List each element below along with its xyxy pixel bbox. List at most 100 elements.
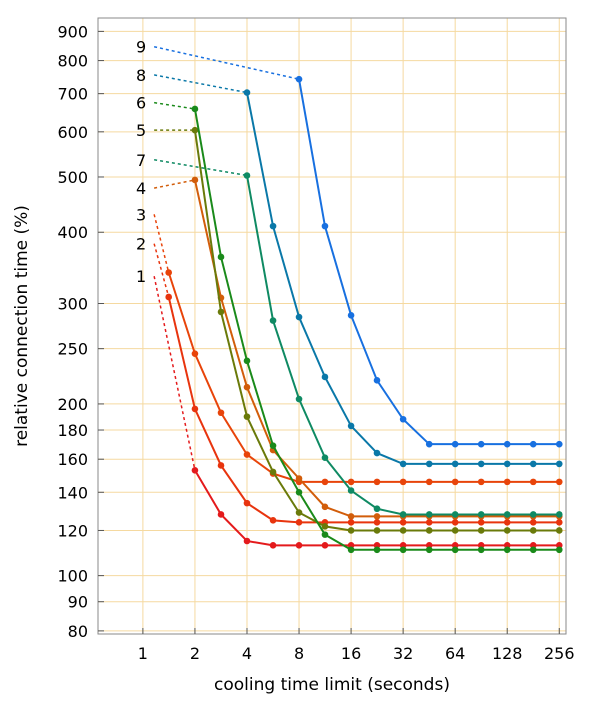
- data-point: [555, 440, 563, 448]
- data-point: [295, 395, 303, 403]
- series-line: [298, 79, 560, 446]
- y-tick-label: 700: [57, 85, 88, 104]
- data-point: [295, 519, 303, 526]
- data-point: [217, 253, 225, 261]
- data-point: [191, 126, 199, 134]
- data-point: [217, 409, 225, 417]
- data-point: [451, 511, 459, 518]
- series-label: 6: [136, 94, 146, 113]
- data-point: [269, 222, 277, 230]
- x-tick-label: 128: [492, 644, 523, 663]
- data-point: [373, 377, 381, 384]
- data-point: [373, 505, 381, 513]
- label-connectors: [153, 45, 300, 471]
- data-point: [321, 503, 329, 511]
- y-tick-label: 180: [57, 421, 88, 440]
- x-tick-label: 16: [341, 644, 361, 663]
- data-point: [217, 511, 225, 518]
- data-point: [295, 75, 303, 83]
- data-point: [269, 517, 277, 524]
- data-point: [269, 542, 277, 549]
- data-point: [373, 449, 381, 457]
- series-connector: [153, 74, 248, 94]
- data-point: [347, 487, 355, 494]
- data-point: [529, 478, 537, 486]
- series-label: 3: [136, 205, 146, 224]
- data-point: [243, 413, 251, 420]
- y-axis-label: relative connection time (%): [12, 205, 32, 447]
- data-point: [347, 513, 355, 520]
- series-label: 5: [136, 121, 146, 140]
- x-tick-label: 4: [242, 644, 252, 663]
- data-point: [399, 546, 407, 554]
- data-point: [321, 542, 329, 549]
- data-point: [243, 89, 251, 96]
- data-point: [295, 542, 303, 549]
- data-point: [503, 511, 511, 518]
- data-point: [217, 308, 225, 316]
- data-point: [347, 546, 355, 554]
- y-tick-label: 140: [57, 483, 88, 502]
- data-point: [425, 519, 433, 526]
- y-tick-label: 160: [57, 450, 88, 469]
- data-point: [451, 527, 459, 534]
- data-point: [243, 383, 251, 391]
- data-point: [347, 478, 355, 486]
- series-connector: [153, 214, 170, 273]
- data-point: [243, 357, 251, 365]
- data-point: [321, 454, 329, 461]
- y-tick-label: 90: [68, 593, 88, 612]
- y-tick-label: 500: [57, 168, 88, 187]
- series-connector: [153, 276, 196, 471]
- data-point: [295, 509, 303, 516]
- x-tick-label: 64: [445, 644, 465, 663]
- data-point: [347, 312, 355, 319]
- y-tick-label: 100: [57, 567, 88, 586]
- data-point: [451, 478, 459, 486]
- data-point: [477, 519, 485, 526]
- data-point: [347, 519, 355, 526]
- axis-ticks: 1 2 4 8 16 32 64 128 256809010012014016018020025…: [57, 22, 574, 663]
- data-point: [399, 527, 407, 534]
- series-label: 4: [136, 179, 146, 198]
- data-point: [191, 350, 199, 357]
- data-point: [503, 546, 511, 554]
- data-point: [555, 460, 563, 468]
- data-point: [529, 527, 537, 534]
- data-point: [217, 462, 225, 469]
- y-tick-label: 120: [57, 521, 88, 540]
- data-point: [477, 546, 485, 554]
- data-point: [373, 478, 381, 486]
- data-point: [191, 405, 199, 413]
- data-point: [451, 546, 459, 554]
- data-point: [425, 460, 433, 468]
- y-tick-label: 600: [57, 123, 88, 142]
- data-point: [347, 527, 355, 534]
- data-point: [555, 546, 563, 554]
- data-point: [477, 478, 485, 486]
- data-point: [243, 499, 251, 507]
- data-point: [165, 269, 172, 276]
- data-point: [477, 511, 485, 518]
- series-connector: [154, 159, 248, 177]
- data-point: [451, 460, 459, 468]
- data-point: [321, 523, 329, 530]
- plot-frame: [97, 17, 567, 635]
- x-tick-label: 8: [294, 644, 304, 663]
- data-point: [269, 468, 277, 476]
- data-point: [555, 527, 563, 534]
- data-point: [191, 176, 199, 184]
- data-point: [191, 105, 199, 113]
- data-point: [529, 460, 537, 468]
- series-connector: [153, 45, 300, 80]
- data-point: [373, 519, 381, 526]
- x-tick-label: 256: [544, 644, 575, 663]
- data-point: [321, 222, 329, 230]
- y-tick-label: 200: [57, 395, 88, 414]
- data-point: [399, 511, 407, 518]
- data-point: [451, 519, 459, 526]
- data-point: [503, 440, 511, 448]
- data-point: [191, 466, 199, 474]
- data-point: [477, 460, 485, 468]
